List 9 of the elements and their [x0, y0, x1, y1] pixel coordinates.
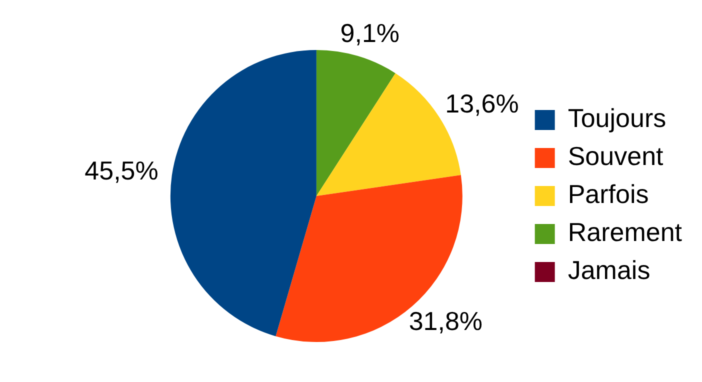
data-label: 13,6% — [445, 88, 519, 118]
legend-label: Toujours — [568, 103, 666, 134]
legend-label: Souvent — [568, 141, 664, 172]
data-label: 9,1% — [340, 18, 400, 48]
legend-label: Rarement — [568, 217, 683, 248]
legend-label: Parfois — [568, 179, 649, 210]
legend-label: Jamais — [568, 255, 650, 286]
data-label: 31,8% — [408, 306, 483, 336]
data-label: 45,5% — [84, 156, 158, 186]
